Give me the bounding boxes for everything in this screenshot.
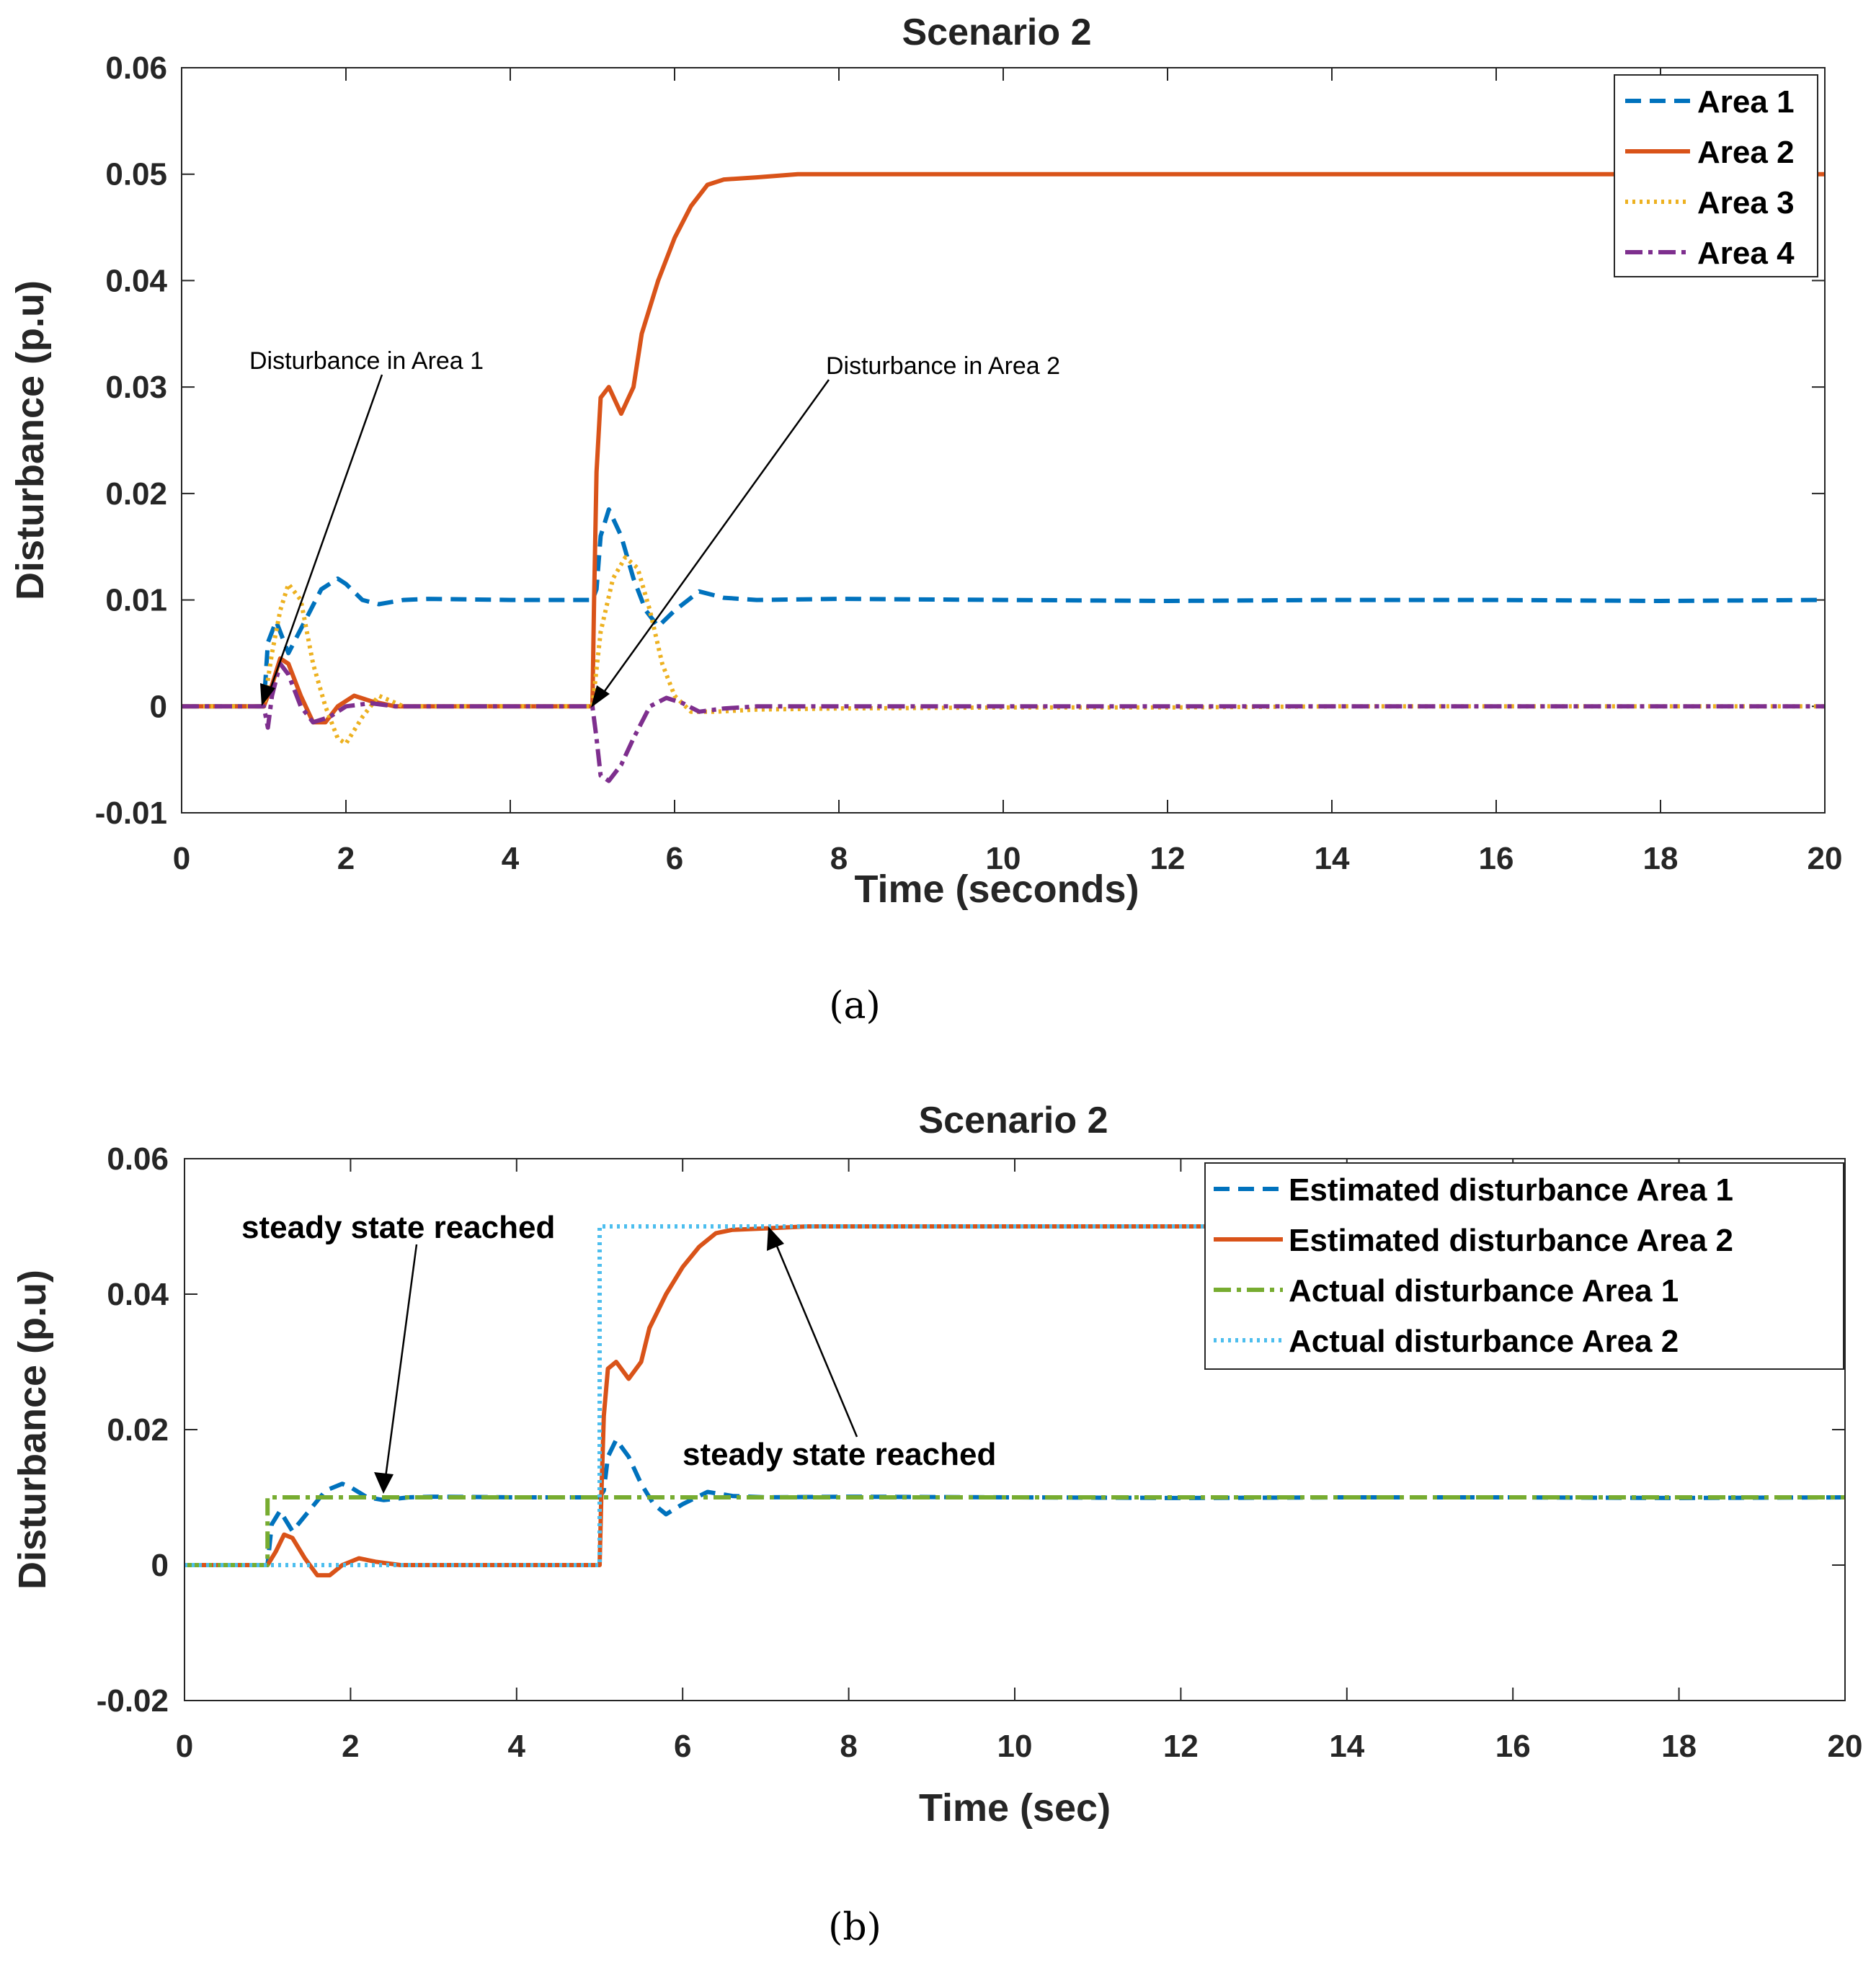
x-tick-label: 0 — [176, 1729, 193, 1764]
panel-b-annotation-steady-1: steady state reached — [241, 1210, 555, 1494]
y-tick-label: 0.06 — [105, 50, 167, 86]
legend-label: Actual disturbance Area 1 — [1289, 1273, 1679, 1309]
x-tick-label: 18 — [1661, 1729, 1697, 1764]
annotation-arrow-line — [600, 379, 830, 697]
panel-b-legend-box — [1204, 1162, 1844, 1370]
x-tick-label: 2 — [337, 841, 355, 876]
y-tick-label: 0.04 — [105, 263, 167, 298]
x-tick-label: 14 — [1315, 841, 1350, 876]
annotation-text: steady state reached — [683, 1437, 996, 1472]
legend-label: Area 3 — [1697, 185, 1795, 220]
panel-a-legend-box — [1614, 74, 1818, 277]
legend-item: Area 4 — [1625, 236, 1795, 271]
x-tick-label: 4 — [508, 1729, 526, 1764]
y-tick-label: -0.01 — [95, 796, 167, 831]
series-line-estimated-disturbance-area-1 — [185, 1438, 1846, 1567]
y-tick-label: 0.01 — [105, 583, 167, 618]
series-line-area-4 — [182, 661, 1825, 783]
x-tick-label: 0 — [173, 841, 190, 876]
panel-a-y-axis-label: Disturbance (p.u) — [9, 280, 52, 600]
arrow-head-icon — [260, 683, 275, 706]
legend-label: Actual disturbance Area 2 — [1289, 1324, 1679, 1359]
panel-a-tick-labels: 0 2 4 6 8 10 12 14 16 18 20-0.0100.010.020.030.040… — [95, 50, 1843, 876]
panel-b-x-axis-label: Time (sec) — [919, 1786, 1111, 1830]
y-tick-label: 0.03 — [105, 370, 167, 405]
annotation-arrow-line — [384, 1244, 418, 1478]
series-line-area-1 — [182, 507, 1826, 709]
arrow-head-icon — [767, 1226, 784, 1251]
panel-b: Scenario 2 0 2 4 6 8 10 12 14 16 18 20-0.0200.020.… — [11, 1100, 1862, 1949]
panel-b-annotation-steady-2: steady state reached — [683, 1226, 996, 1472]
x-tick-label: 18 — [1643, 841, 1679, 876]
panel-a-caption: (a) — [829, 984, 881, 1028]
series-line-area-3 — [182, 555, 1825, 746]
x-tick-label: 16 — [1495, 1729, 1531, 1764]
legend-item: Actual disturbance Area 2 — [1214, 1324, 1679, 1359]
y-tick-label: 0 — [150, 689, 167, 724]
x-tick-label: 2 — [342, 1729, 359, 1764]
x-tick-label: 14 — [1329, 1729, 1364, 1764]
x-tick-label: 6 — [674, 1729, 691, 1764]
legend-item: Area 1 — [1625, 84, 1795, 120]
panel-a-annotation-area1: Disturbance in Area 1 — [249, 347, 484, 706]
panel-b-title: Scenario 2 — [918, 1100, 1108, 1141]
series-line-actual-disturbance-area-1 — [185, 1495, 1845, 1567]
panel-a: Scenario 2 0 2 4 6 8 10 12 14 16 18 20-0.0100.010.… — [9, 12, 1842, 1028]
annotation-text: Disturbance in Area 2 — [826, 352, 1060, 380]
x-tick-label: 16 — [1479, 841, 1514, 876]
panel-b-legend: Estimated disturbance Area 1 Estimated d… — [1204, 1162, 1844, 1370]
y-tick-label: 0.06 — [107, 1141, 169, 1177]
x-tick-label: 12 — [1163, 1729, 1199, 1764]
panel-a-ticks — [181, 67, 1826, 814]
x-tick-label: 8 — [840, 1729, 857, 1764]
annotation-text: steady state reached — [241, 1210, 555, 1245]
legend-label: Estimated disturbance Area 1 — [1289, 1172, 1733, 1208]
panel-b-y-axis-label: Disturbance (p.u) — [11, 1270, 54, 1590]
panel-b-plot-frame — [184, 1158, 1846, 1701]
panel-a-series — [182, 171, 1826, 783]
x-tick-label: 6 — [666, 841, 683, 876]
annotation-arrow-line — [775, 1244, 858, 1438]
panel-b-caption: (b) — [828, 1906, 881, 1949]
legend-label: Estimated disturbance Area 2 — [1289, 1223, 1733, 1258]
arrow-head-icon — [591, 685, 610, 708]
y-tick-label: 0 — [151, 1548, 169, 1583]
y-tick-label: 0.02 — [107, 1412, 169, 1448]
legend-label: Area 4 — [1697, 236, 1795, 271]
series-line-area-2 — [182, 171, 1825, 725]
x-tick-label: 20 — [1828, 1729, 1863, 1764]
legend-item: Estimated disturbance Area 1 — [1214, 1172, 1733, 1208]
y-tick-label: -0.02 — [97, 1683, 169, 1719]
x-tick-label: 12 — [1150, 841, 1186, 876]
panel-a-legend: Area 1 Area 2 Area 3 Area 4 — [1614, 74, 1818, 277]
panel-a-x-axis-label: Time (seconds) — [854, 868, 1139, 911]
panel-a-annotation-area2: Disturbance in Area 2 — [591, 352, 1060, 708]
legend-item: Actual disturbance Area 1 — [1214, 1273, 1679, 1309]
annotation-arrow-line — [267, 374, 383, 696]
legend-label: Area 1 — [1697, 84, 1795, 120]
legend-item: Estimated disturbance Area 2 — [1214, 1223, 1733, 1258]
x-tick-label: 20 — [1808, 841, 1843, 876]
y-tick-label: 0.02 — [105, 476, 167, 512]
x-tick-label: 8 — [830, 841, 848, 876]
panel-a-plot-frame — [181, 67, 1826, 814]
legend-item: Area 3 — [1625, 185, 1795, 220]
arrow-head-icon — [374, 1472, 394, 1494]
x-tick-label: 10 — [986, 841, 1021, 876]
panel-a-title: Scenario 2 — [902, 12, 1091, 53]
annotation-text: Disturbance in Area 1 — [249, 347, 484, 375]
x-tick-label: 10 — [997, 1729, 1033, 1764]
legend-label: Area 2 — [1697, 135, 1795, 170]
legend-item: Area 2 — [1625, 135, 1795, 170]
y-tick-label: 0.05 — [105, 157, 167, 192]
y-tick-label: 0.04 — [107, 1277, 169, 1312]
x-tick-label: 4 — [502, 841, 520, 876]
